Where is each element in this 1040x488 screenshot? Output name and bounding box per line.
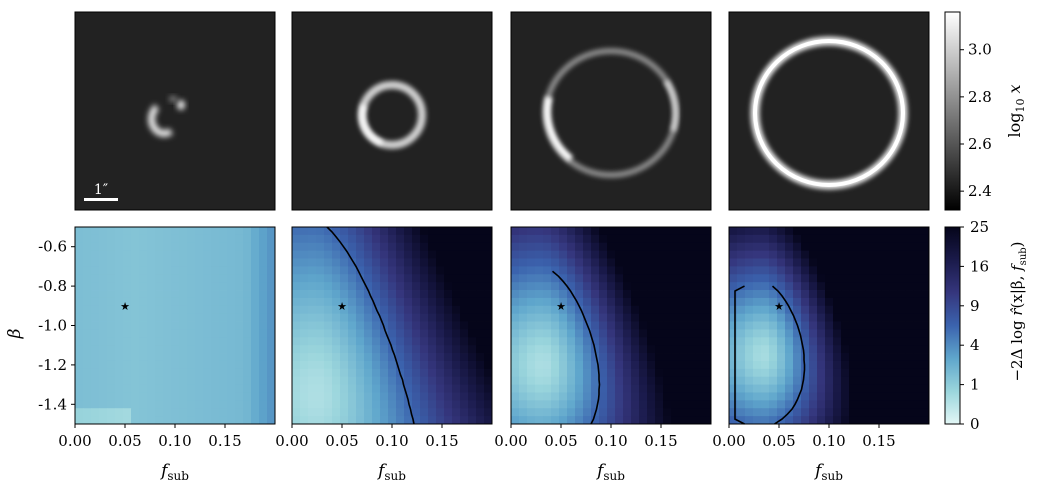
lensed-knot xyxy=(169,96,177,102)
lens-image-2 xyxy=(291,11,493,211)
ring-highlight xyxy=(543,96,574,162)
image-background xyxy=(75,12,275,210)
lensed-arc xyxy=(148,104,174,137)
lens-image-3 xyxy=(510,11,712,211)
lens-image-row xyxy=(74,11,930,211)
image-background xyxy=(292,12,492,210)
lens-image-1 xyxy=(74,11,276,211)
ring-highlight xyxy=(359,104,383,146)
lens-image-4 xyxy=(728,11,930,211)
image-frame xyxy=(291,11,493,211)
image-frame xyxy=(510,11,712,211)
lensed-clump xyxy=(177,100,185,110)
ring-highlight xyxy=(663,79,679,132)
image-background xyxy=(511,12,711,210)
image-frame xyxy=(74,11,276,211)
